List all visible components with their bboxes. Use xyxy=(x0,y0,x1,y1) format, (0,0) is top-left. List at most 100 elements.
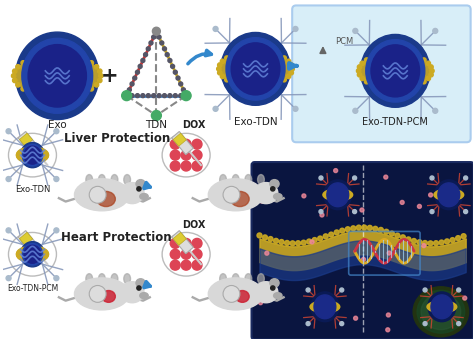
Circle shape xyxy=(230,53,235,57)
Circle shape xyxy=(245,50,249,54)
Circle shape xyxy=(36,247,41,251)
Circle shape xyxy=(39,158,43,162)
Ellipse shape xyxy=(371,45,419,97)
Circle shape xyxy=(36,55,40,59)
Ellipse shape xyxy=(431,295,453,319)
Text: +: + xyxy=(101,66,118,86)
Circle shape xyxy=(428,241,433,246)
Ellipse shape xyxy=(162,233,210,276)
Circle shape xyxy=(400,201,404,204)
Ellipse shape xyxy=(327,183,349,207)
Circle shape xyxy=(41,149,46,154)
Circle shape xyxy=(22,248,26,252)
Circle shape xyxy=(144,53,147,57)
Text: Exo-TDN: Exo-TDN xyxy=(15,185,50,194)
Circle shape xyxy=(54,129,59,134)
Circle shape xyxy=(360,61,365,66)
Circle shape xyxy=(54,276,59,280)
Ellipse shape xyxy=(20,242,45,267)
Circle shape xyxy=(237,82,242,87)
Circle shape xyxy=(163,47,166,51)
Circle shape xyxy=(401,235,405,240)
Circle shape xyxy=(429,65,433,69)
Circle shape xyxy=(41,256,46,260)
Circle shape xyxy=(245,84,249,88)
Circle shape xyxy=(179,94,182,98)
Circle shape xyxy=(218,71,222,75)
Circle shape xyxy=(360,208,364,212)
Circle shape xyxy=(356,69,361,73)
Ellipse shape xyxy=(208,179,263,211)
Circle shape xyxy=(416,82,420,87)
Circle shape xyxy=(365,80,369,84)
Circle shape xyxy=(390,231,394,236)
Ellipse shape xyxy=(413,287,469,337)
Circle shape xyxy=(319,210,323,214)
Ellipse shape xyxy=(273,193,282,200)
Circle shape xyxy=(82,90,87,94)
Ellipse shape xyxy=(120,282,144,303)
Ellipse shape xyxy=(102,291,115,302)
Ellipse shape xyxy=(20,142,45,168)
Text: Liver Protection: Liver Protection xyxy=(64,132,170,145)
Circle shape xyxy=(74,55,78,59)
Circle shape xyxy=(30,246,35,251)
Circle shape xyxy=(36,158,41,163)
Text: Exo-TDN: Exo-TDN xyxy=(234,117,277,128)
Circle shape xyxy=(353,29,358,33)
Circle shape xyxy=(157,94,161,98)
Circle shape xyxy=(21,61,25,65)
Circle shape xyxy=(99,74,103,78)
Circle shape xyxy=(65,94,69,98)
Circle shape xyxy=(329,232,334,237)
Circle shape xyxy=(22,148,26,153)
Polygon shape xyxy=(19,133,33,146)
Ellipse shape xyxy=(257,174,264,185)
Circle shape xyxy=(306,322,310,326)
Circle shape xyxy=(263,235,267,240)
Circle shape xyxy=(18,250,22,254)
Circle shape xyxy=(130,82,134,86)
Polygon shape xyxy=(18,132,40,155)
Circle shape xyxy=(422,241,428,245)
Circle shape xyxy=(356,225,361,230)
Circle shape xyxy=(46,53,50,58)
Text: PCM: PCM xyxy=(335,37,353,46)
Circle shape xyxy=(41,157,46,161)
Circle shape xyxy=(6,276,11,280)
Circle shape xyxy=(323,234,328,239)
Circle shape xyxy=(149,41,153,45)
Circle shape xyxy=(269,82,273,87)
Circle shape xyxy=(320,213,324,217)
Ellipse shape xyxy=(99,174,105,185)
Ellipse shape xyxy=(99,274,105,284)
Circle shape xyxy=(89,186,106,203)
Circle shape xyxy=(406,237,411,242)
Circle shape xyxy=(293,106,298,111)
Circle shape xyxy=(225,56,229,60)
Circle shape xyxy=(289,63,293,67)
Circle shape xyxy=(181,161,191,171)
Circle shape xyxy=(24,257,28,262)
Circle shape xyxy=(19,149,24,154)
Text: Exo: Exo xyxy=(48,120,66,131)
Circle shape xyxy=(176,76,180,80)
Circle shape xyxy=(11,74,16,78)
Ellipse shape xyxy=(208,278,263,310)
Circle shape xyxy=(18,156,22,160)
Circle shape xyxy=(461,234,466,239)
Circle shape xyxy=(192,238,202,248)
Circle shape xyxy=(137,286,141,290)
Ellipse shape xyxy=(254,282,278,303)
Ellipse shape xyxy=(231,191,249,207)
Circle shape xyxy=(357,72,362,77)
Circle shape xyxy=(160,41,164,45)
Circle shape xyxy=(286,74,291,79)
Circle shape xyxy=(173,70,177,74)
Circle shape xyxy=(354,316,357,320)
Circle shape xyxy=(89,61,93,65)
FancyBboxPatch shape xyxy=(292,5,471,142)
Circle shape xyxy=(279,239,284,244)
Circle shape xyxy=(418,204,421,208)
Circle shape xyxy=(411,239,417,243)
